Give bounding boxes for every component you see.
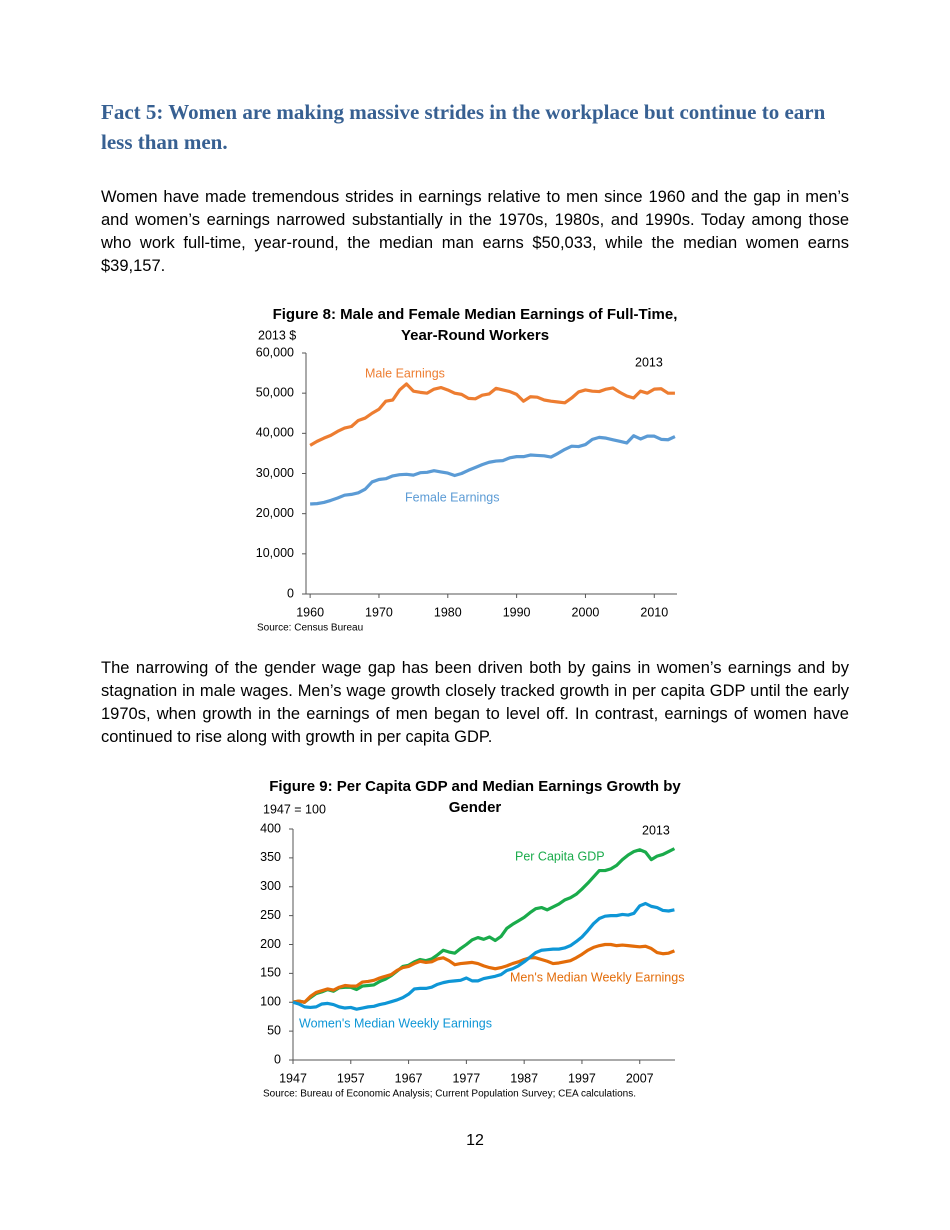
x-tick-label: 2010 [640,605,668,619]
annotation: 2013 [642,823,670,837]
y-tick-label: 300 [260,879,281,893]
x-tick-label: 1970 [365,605,393,619]
x-tick-label: 1997 [568,1071,596,1085]
line-series [292,847,676,1004]
y-tick-label: 30,000 [256,466,294,480]
annotation: 2013 [635,355,663,369]
series-label: Men's Median Weekly Earnings [510,970,684,984]
x-tick-label: 1990 [503,605,531,619]
x-tick-label: 2007 [626,1071,654,1085]
line-series [292,901,675,1011]
line-series [292,942,676,1004]
source: Source: Bureau of Economic Analysis; Cur… [263,1089,636,1100]
x-tick-label: 1980 [434,605,462,619]
y-tick-label: 150 [260,966,281,980]
paragraph: The narrowing of the gender wage gap has… [101,659,849,746]
y-axis-label: 2013 $ [258,328,296,342]
line-series [310,434,676,506]
x-tick-label: 1987 [510,1071,538,1085]
y-tick-label: 0 [287,586,294,600]
y-tick-label: 0 [274,1052,281,1066]
x-tick-label: 2000 [572,605,600,619]
x-tick-label: 1977 [452,1071,480,1085]
page-number: 12 [466,1132,484,1149]
series-label: Women's Median Weekly Earnings [299,1016,492,1030]
y-tick-label: 350 [260,850,281,864]
chart-title: Figure 8: Male and Female Median Earning… [272,306,678,344]
y-tick-label: 50 [267,1023,281,1037]
x-tick-label: 1947 [279,1071,307,1085]
y-tick-label: 60,000 [256,345,294,359]
source: Source: Census Bureau [257,623,363,634]
y-tick-label: 400 [260,821,281,835]
x-tick-label: 1957 [337,1071,365,1085]
line-series [309,382,675,447]
y-tick-label: 100 [260,995,281,1009]
series-label: Female Earnings [405,490,500,504]
y-tick-label: 40,000 [256,426,294,440]
chart-title: Figure 9: Per Capita GDP and Median Earn… [269,778,681,816]
y-tick-label: 200 [260,937,281,951]
series-label: Per Capita GDP [515,849,605,863]
y-tick-label: 10,000 [256,546,294,560]
x-tick-label: 1967 [395,1071,423,1085]
paragraph: Women have made tremendous strides in ea… [101,188,849,275]
x-tick-label: 1960 [296,605,324,619]
y-tick-label: 50,000 [256,385,294,399]
heading: Fact 5: Women are making massive strides… [101,100,826,154]
series-label: Male Earnings [365,366,445,380]
y-axis-label: 1947 = 100 [263,802,326,816]
y-tick-label: 250 [260,908,281,922]
y-tick-label: 20,000 [256,506,294,520]
